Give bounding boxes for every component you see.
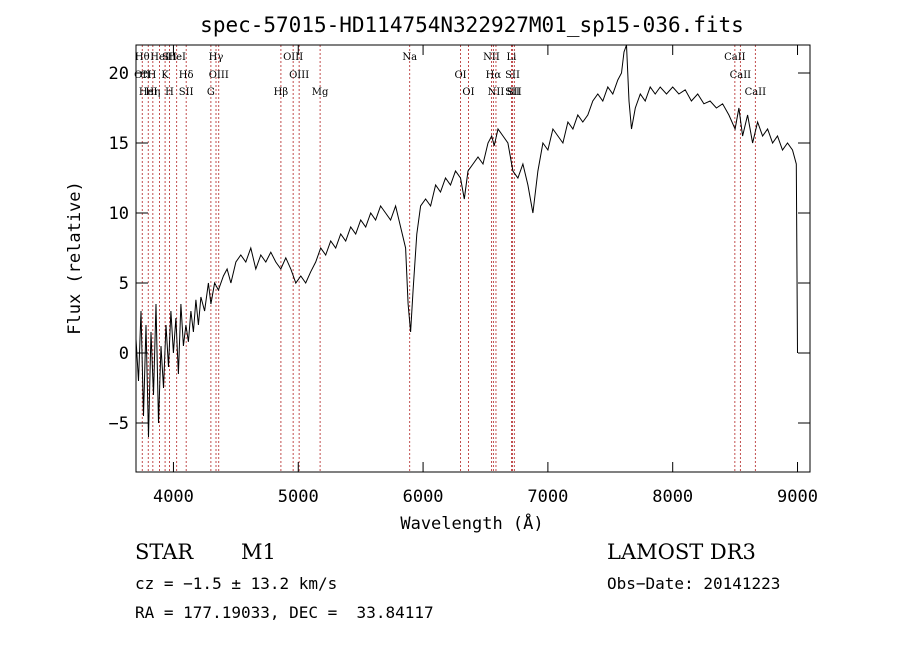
emission-line-label: OIII: [209, 70, 229, 81]
y-axis-ticks: −5 0 5 10 15 20: [109, 64, 810, 434]
emission-line-label: Hβ: [274, 87, 289, 98]
coordinates-text: RA = 177.19033, DEC = 33.84117: [135, 603, 434, 622]
y-tick-label: 20: [109, 64, 129, 84]
class-label: STAR: [135, 540, 194, 564]
emission-line-label: Hγ: [209, 52, 224, 63]
emission-line-label: H: [165, 87, 174, 98]
y-axis-label: Flux (relative): [65, 181, 85, 335]
emission-line-label: Hδ: [179, 70, 194, 81]
x-axis-label: Wavelength (Å): [400, 512, 543, 534]
emission-line-label: Li: [507, 52, 517, 63]
emission-line-label: SII: [162, 52, 177, 63]
emission-line-label: Hη: [145, 87, 160, 98]
y-tick-label: 0: [119, 344, 129, 364]
subclass-label: M1: [241, 540, 276, 564]
y-tick-label: 10: [109, 204, 129, 224]
x-tick-label: 8000: [652, 487, 693, 507]
emission-line-label: K: [161, 70, 169, 81]
emission-line-label: Mg: [312, 87, 329, 98]
survey-label: LAMOST DR3: [607, 540, 756, 564]
emission-line-label: HeI: [167, 52, 186, 63]
plot-frame: [135, 44, 811, 473]
emission-line-label: SII: [505, 87, 520, 98]
x-tick-label: 6000: [403, 487, 444, 507]
emission-line-label: CaII: [724, 52, 746, 63]
emission-line-label: SII: [507, 87, 522, 98]
emission-line-label: Hα: [486, 70, 502, 81]
emission-line-label: NII: [483, 52, 500, 63]
emission-line-label: OII: [134, 70, 150, 81]
emission-line-label: SII: [179, 87, 194, 98]
emission-line-label: CaII: [730, 70, 752, 81]
emission-line-label: OI: [462, 87, 474, 98]
redshift-text: cz = −1.5 ± 13.2 km/s: [135, 574, 338, 593]
emission-line-label: OI: [454, 70, 466, 81]
emission-line-label: OIII: [283, 52, 303, 63]
emission-line-label: SII: [505, 70, 520, 81]
chart-title: spec-57015-HD114754N322927M01_sp15-036.f…: [200, 13, 744, 37]
x-tick-label: 5000: [278, 487, 319, 507]
spectrum-series-line: [135, 44, 798, 438]
emission-line-label: CH: [140, 70, 157, 81]
emission-line-label: CaII: [745, 87, 767, 98]
y-tick-label: 15: [109, 134, 129, 154]
emission-line-markers: [141, 45, 756, 472]
emission-line-label: HeI: [139, 87, 158, 98]
emission-line-label: NII: [488, 87, 505, 98]
emission-line-label: G: [207, 87, 215, 98]
emission-line-label: Hθ: [135, 52, 150, 63]
x-tick-label: 7000: [527, 487, 568, 507]
y-tick-label: 5: [119, 274, 129, 294]
x-axis-ticks: 4000 5000 6000 7000 8000 9000: [153, 45, 818, 507]
emission-line-label: Na: [402, 52, 417, 63]
x-tick-label: 4000: [153, 487, 194, 507]
y-tick-label: −5: [109, 414, 129, 434]
obs-date-text: Obs−Date: 20141223: [607, 574, 781, 593]
emission-line-label: OIII: [289, 70, 309, 81]
emission-line-label: HeI: [150, 52, 169, 63]
x-tick-label: 9000: [777, 487, 818, 507]
